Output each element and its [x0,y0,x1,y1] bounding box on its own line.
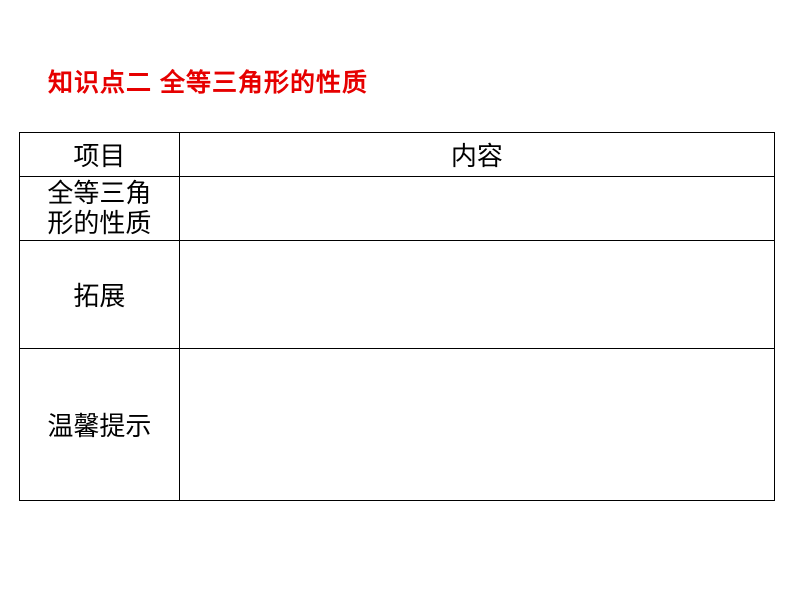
cell-tips-content [179,349,774,501]
cell-tips-label: 温馨提示 [20,349,180,501]
table-row-property: 全等三角形的性质 [20,177,775,241]
table-row-tips: 温馨提示 [20,349,775,501]
cell-extension-content [179,241,774,349]
header-cell-content: 内容 [179,133,774,177]
cell-property-label: 全等三角形的性质 [20,177,180,241]
table-header-row: 项目 内容 [20,133,775,177]
properties-table: 项目 内容 全等三角形的性质 拓展 温馨提示 [19,132,775,501]
header-cell-item: 项目 [20,133,180,177]
table-row-extension: 拓展 [20,241,775,349]
cell-extension-label: 拓展 [20,241,180,349]
section-heading: 知识点二 全等三角形的性质 [48,63,368,99]
cell-property-content [179,177,774,241]
